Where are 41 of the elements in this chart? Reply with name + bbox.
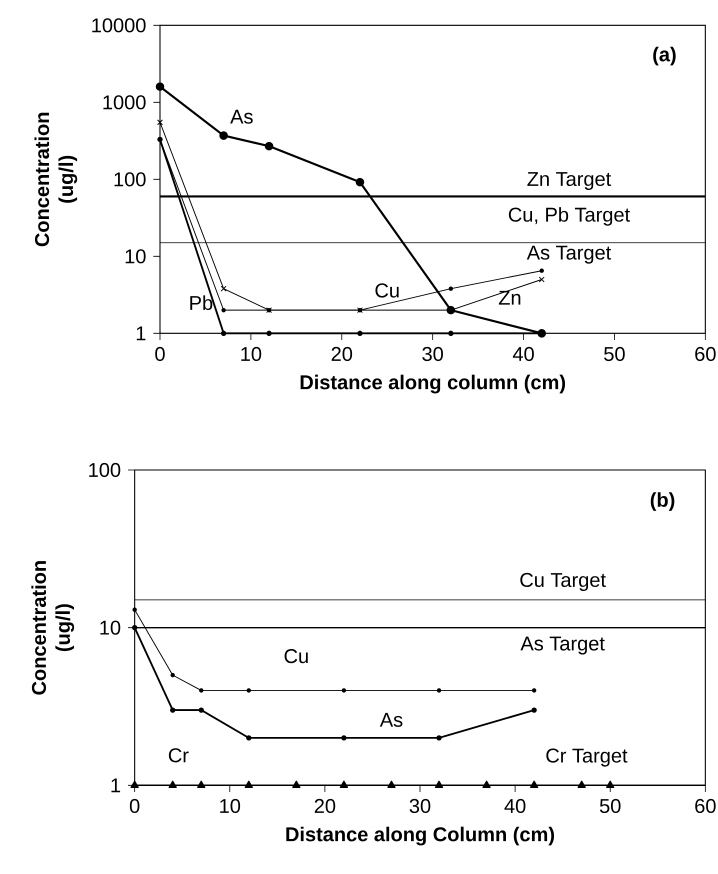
x-tick-label: 40 (504, 798, 526, 814)
text: (b) (650, 492, 674, 511)
series-label: Cu (375, 283, 399, 298)
series-label: As (380, 712, 402, 727)
y-tick-label: 100 (114, 172, 146, 186)
x-tick-label: 20 (332, 346, 352, 362)
x-tick-label: 60 (695, 798, 716, 814)
text: (a) (653, 46, 676, 66)
y-tick-label: 10 (100, 620, 120, 635)
x-tick-label: 10 (241, 346, 262, 362)
x-tick-label: 0 (130, 798, 140, 814)
x-axis-title: Distance along column (cm) (300, 374, 566, 394)
x-tick-label: 50 (604, 346, 625, 362)
ref-line-label: As Target (520, 636, 605, 655)
ref-line-label: Cu, Pb Target (508, 207, 630, 226)
series-label: Zn (498, 290, 520, 305)
x-tick-label: 50 (600, 798, 621, 814)
y-tick-label: 1 (111, 778, 120, 792)
y-tick-label: 100 (89, 462, 120, 478)
series-label: As (230, 110, 253, 124)
x-tick-label: 10 (220, 798, 240, 814)
series-label: Pb (190, 295, 212, 310)
y-axis-title: Concentration (ug/l) (31, 561, 74, 695)
ref-line-label: Zn Target (527, 172, 612, 190)
x-tick-label: 40 (512, 346, 534, 362)
y-tick-label: 10000 (92, 18, 146, 32)
y-tick-label: 1000 (103, 95, 146, 110)
series-label: Cu (284, 649, 308, 664)
ref-line-label: Cr Target (546, 748, 628, 767)
x-tick-label: 20 (314, 798, 336, 814)
x-tick-label: 0 (155, 346, 165, 362)
x-tick-label: 60 (695, 346, 716, 362)
series-label: Cr (168, 748, 189, 762)
x-tick-label: 30 (422, 346, 443, 362)
y-tick-label: 1 (136, 326, 146, 340)
y-axis-title: Concentration (ug/l) (34, 112, 78, 246)
x-axis-title: Distance along Column (cm) (286, 826, 554, 846)
ref-line-label: Cu Target (520, 572, 606, 591)
y-tick-label: 10 (126, 249, 146, 264)
x-tick-label: 30 (410, 798, 430, 814)
annotation: As Target (526, 246, 612, 264)
